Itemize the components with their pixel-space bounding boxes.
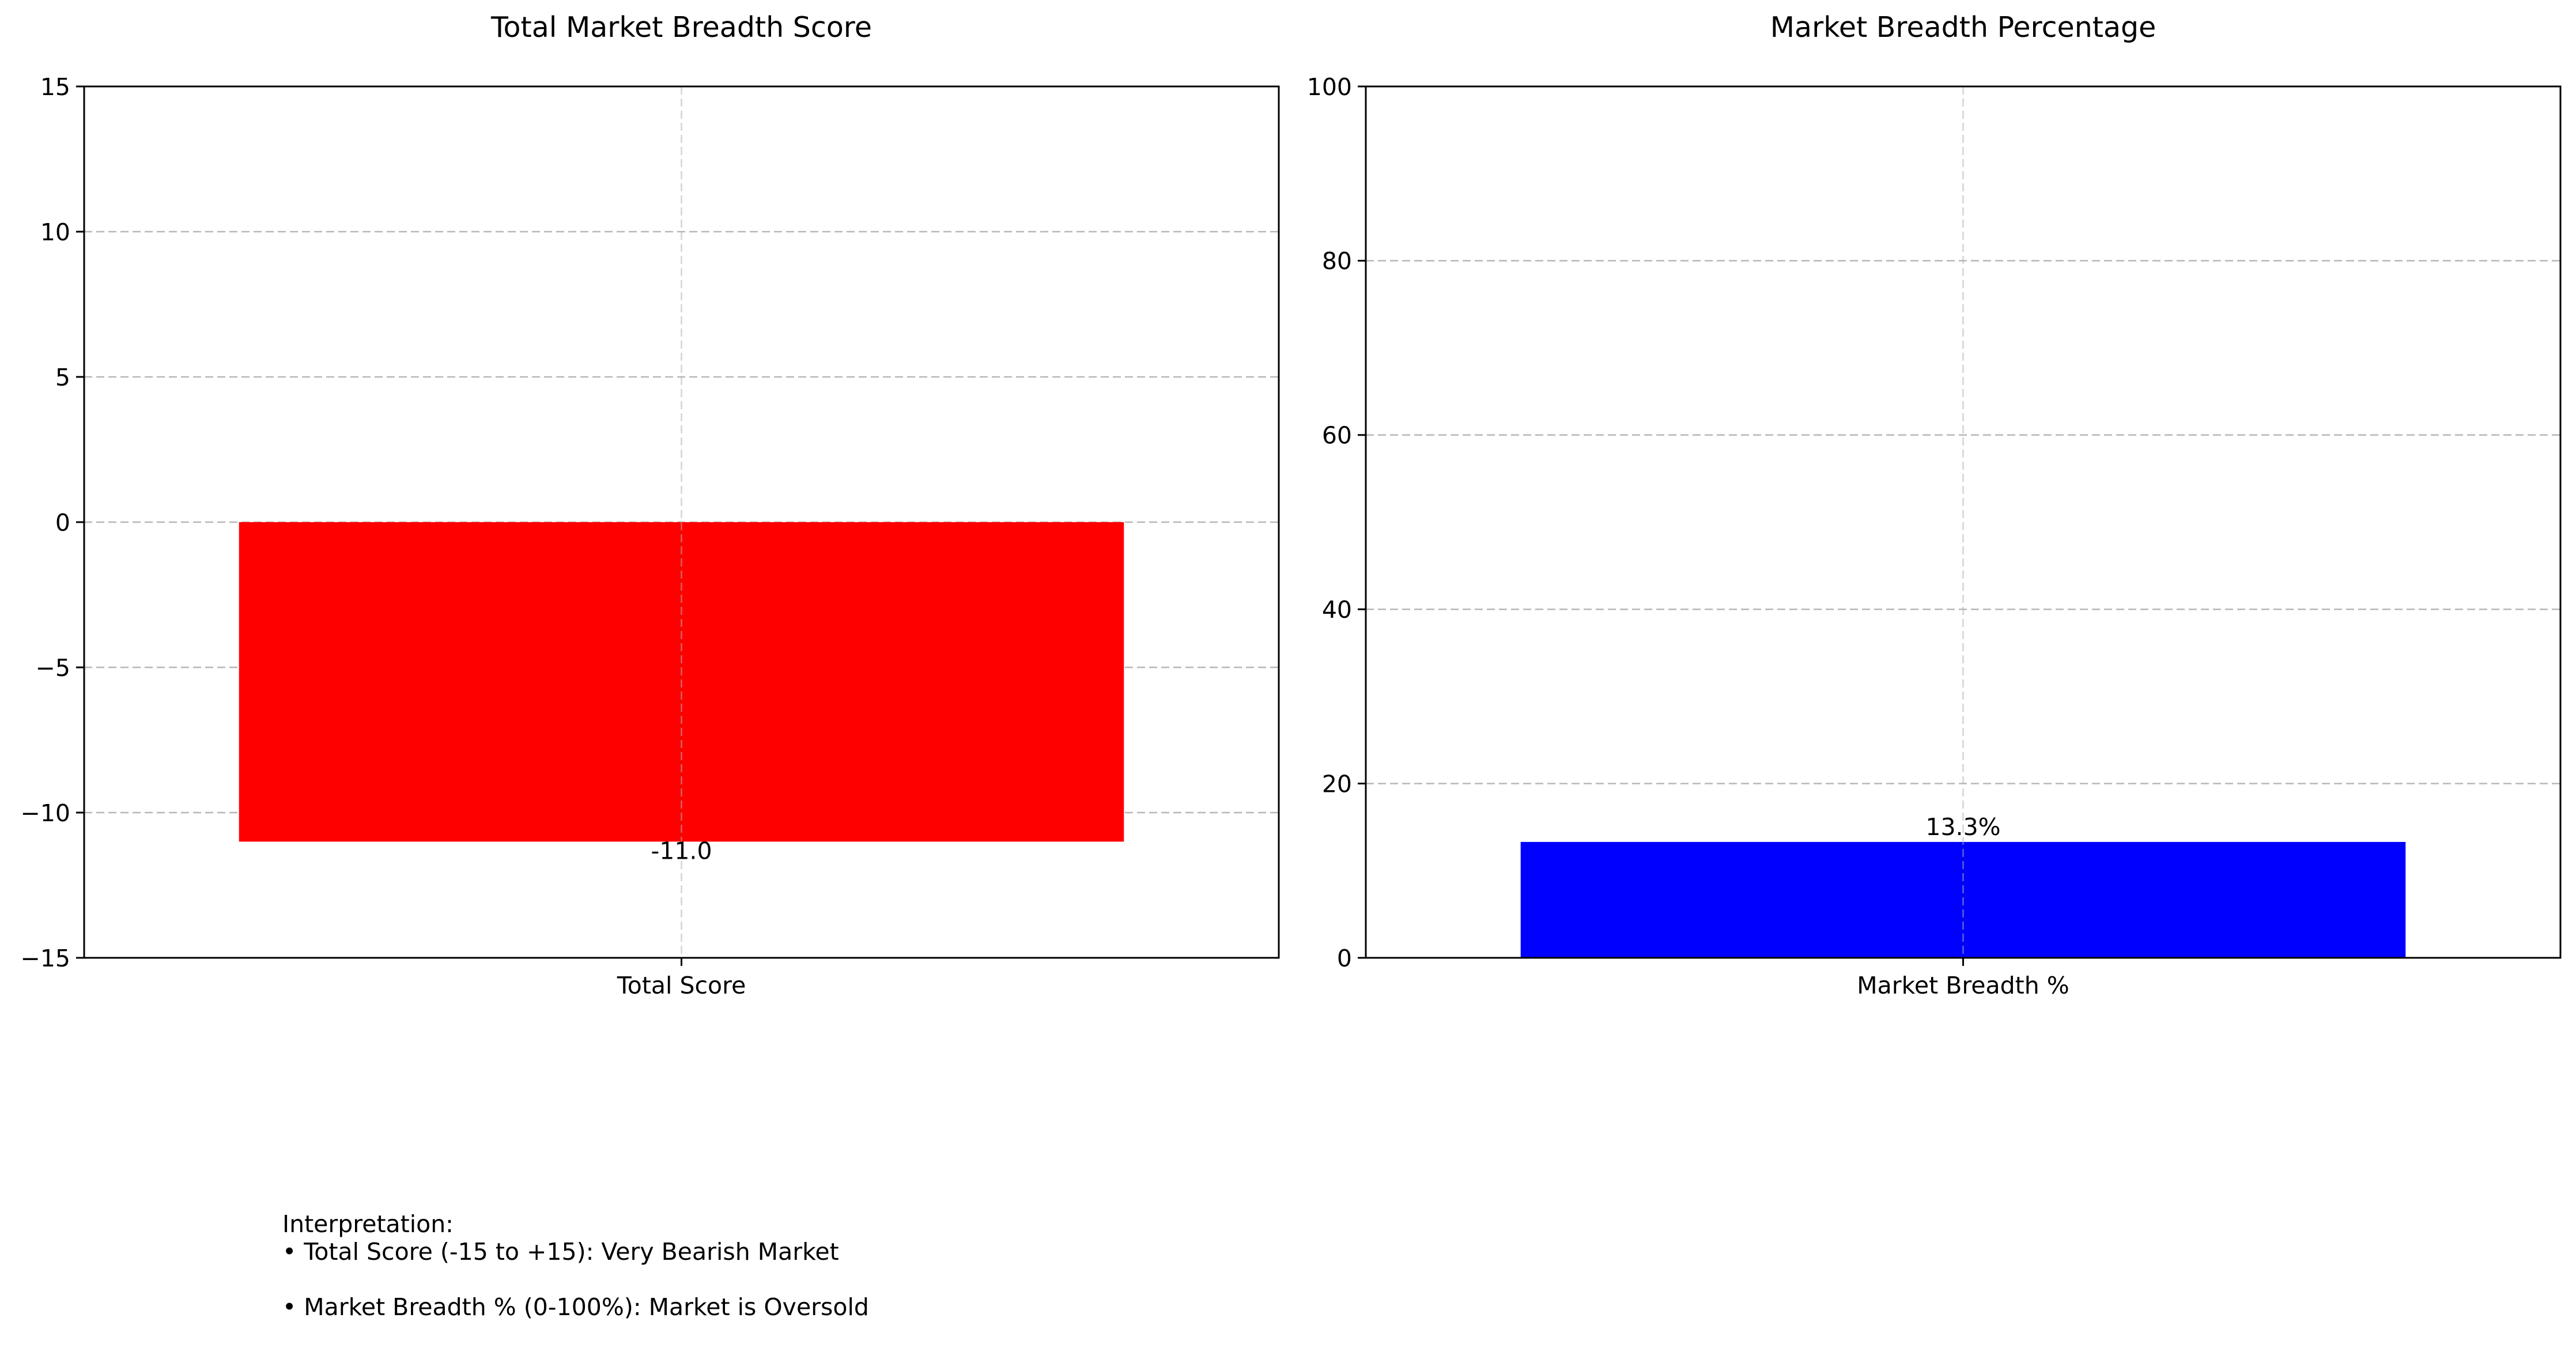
y-tick-label: 0 xyxy=(1337,945,1352,972)
interpretation-spacer xyxy=(282,1266,869,1293)
data-label: -11.0 xyxy=(651,837,712,864)
y-tick-label: 100 xyxy=(1307,73,1352,101)
x-tick-label: Total Score xyxy=(617,972,746,999)
y-tick-label: 60 xyxy=(1322,422,1352,450)
y-tick-label: 5 xyxy=(55,364,70,391)
y-tick-label: 20 xyxy=(1322,770,1352,798)
interpretation-text: Interpretation: • Total Score (-15 to +1… xyxy=(282,1210,869,1321)
y-tick-label: 15 xyxy=(40,73,70,101)
chart-title: Market Breadth Percentage xyxy=(1770,11,2156,44)
y-tick-label: 80 xyxy=(1322,247,1352,275)
y-tick-label: −10 xyxy=(20,799,70,827)
chart-total-score: −15 −10 −5 0 5 10 15 Total Score Total Market Br… xyxy=(20,11,1280,999)
chart-market-breadth-percentage: 0 20 40 60 80 100 Market Breadth % Market Bread… xyxy=(1307,11,2562,999)
y-tick-label: 40 xyxy=(1322,596,1352,624)
chart-title: Total Market Breadth Score xyxy=(490,11,872,44)
x-tick-label: Market Breadth % xyxy=(1857,972,2069,999)
data-label: 13.3% xyxy=(1925,813,2000,841)
interpretation-heading: Interpretation: xyxy=(282,1210,454,1238)
y-tick-label: 10 xyxy=(40,218,70,246)
y-tick-label: −15 xyxy=(20,945,70,972)
interpretation-line-total-score: • Total Score (-15 to +15): Very Bearish… xyxy=(282,1238,839,1266)
y-tick-label: −5 xyxy=(36,654,70,682)
y-tick-label: 0 xyxy=(55,509,70,537)
interpretation-line-breadth: • Market Breadth % (0-100%): Market is O… xyxy=(282,1293,869,1321)
